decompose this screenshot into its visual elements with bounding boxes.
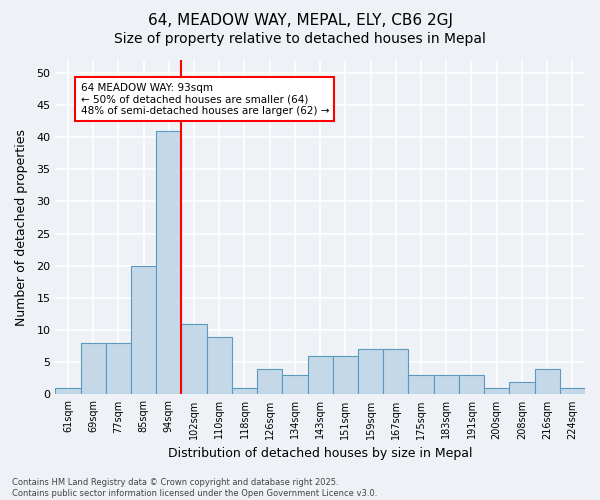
Bar	[232, 388, 257, 394]
Bar	[308, 356, 333, 395]
Bar	[409, 375, 434, 394]
Text: 64 MEADOW WAY: 93sqm
← 50% of detached houses are smaller (64)
48% of semi-detac: 64 MEADOW WAY: 93sqm ← 50% of detached h…	[80, 82, 329, 116]
Bar	[509, 382, 535, 394]
Bar	[181, 324, 206, 394]
Bar	[106, 343, 131, 394]
Bar	[434, 375, 459, 394]
Bar	[560, 388, 585, 394]
Text: 64, MEADOW WAY, MEPAL, ELY, CB6 2GJ: 64, MEADOW WAY, MEPAL, ELY, CB6 2GJ	[148, 12, 452, 28]
Bar	[459, 375, 484, 394]
Text: Contains HM Land Registry data © Crown copyright and database right 2025.
Contai: Contains HM Land Registry data © Crown c…	[12, 478, 377, 498]
Y-axis label: Number of detached properties: Number of detached properties	[15, 128, 28, 326]
Bar	[484, 388, 509, 394]
Bar	[358, 350, 383, 395]
Bar	[80, 343, 106, 394]
Bar	[535, 368, 560, 394]
Text: Size of property relative to detached houses in Mepal: Size of property relative to detached ho…	[114, 32, 486, 46]
Bar	[156, 130, 181, 394]
Bar	[283, 375, 308, 394]
Bar	[206, 336, 232, 394]
Bar	[333, 356, 358, 395]
Bar	[55, 388, 80, 394]
X-axis label: Distribution of detached houses by size in Mepal: Distribution of detached houses by size …	[168, 447, 472, 460]
Bar	[257, 368, 283, 394]
Bar	[383, 350, 409, 395]
Bar	[131, 266, 156, 394]
